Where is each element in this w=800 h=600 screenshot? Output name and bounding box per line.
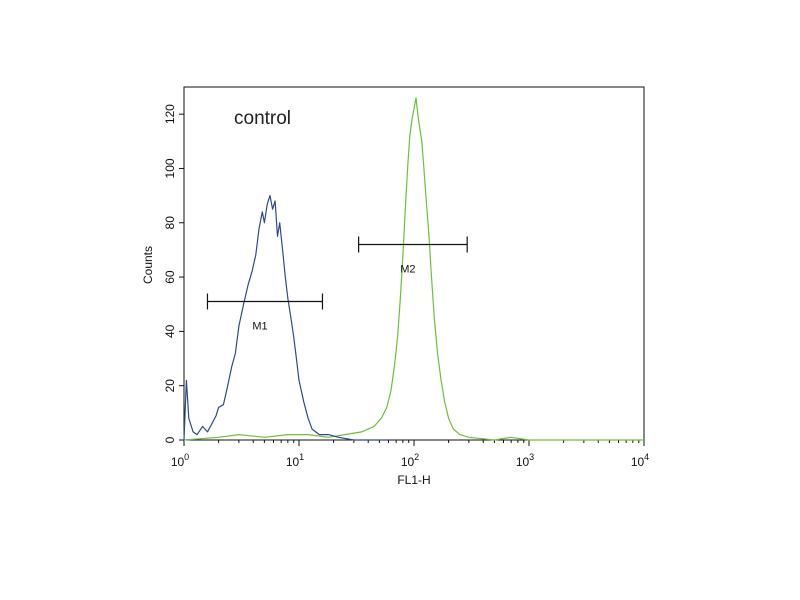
x-tick-exponent: 4 [644,452,649,462]
y-tick-label: 60 [163,270,177,284]
gate-markers: M1 M2 [206,236,468,333]
x-tick-exponent: 2 [414,452,419,462]
x-tick-base: 10 [631,455,645,469]
y-tick-label: 80 [163,216,177,230]
x-tick-label: 100 [171,452,189,469]
gate-label: M2 [400,263,415,275]
y-axis-title: Counts [141,246,155,284]
histogram-line [183,97,644,441]
x-tick-label: 103 [516,452,534,469]
y-tick-label: 40 [163,324,177,338]
x-tick-label: 102 [401,452,419,469]
histogram-line [183,195,389,441]
x-axis-title: FL1-H [397,473,430,487]
x-tick-label: 101 [286,452,304,469]
x-tick-base: 10 [401,455,415,469]
y-tick-label: 0 [163,436,177,443]
x-tick-exponent: 0 [184,452,189,462]
x-tick-label: 104 [631,452,649,469]
x-tick-exponent: 3 [529,452,534,462]
control-annotation: control [234,108,291,129]
y-tick-label: 100 [163,158,177,178]
y-tick-label: 20 [163,379,177,393]
x-tick-exponent: 1 [299,452,304,462]
x-tick-base: 10 [516,455,530,469]
y-tick-label: 120 [163,104,177,124]
x-tick-base: 10 [171,455,185,469]
histogram-series [183,97,644,441]
x-tick-base: 10 [286,455,300,469]
gate-label: M1 [252,321,267,333]
